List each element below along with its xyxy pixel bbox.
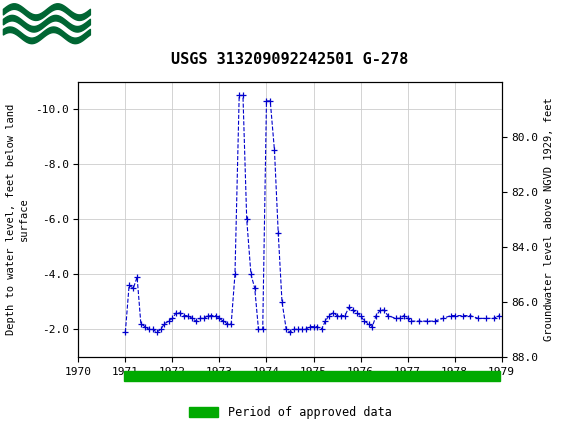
Y-axis label: Depth to water level, feet below land
surface: Depth to water level, feet below land su… [6, 104, 29, 335]
Text: USGS 313209092242501 G-278: USGS 313209092242501 G-278 [171, 52, 409, 67]
Legend: Period of approved data: Period of approved data [184, 402, 396, 424]
Text: USGS: USGS [102, 14, 153, 32]
Y-axis label: Groundwater level above NGVD 1929, feet: Groundwater level above NGVD 1929, feet [544, 98, 554, 341]
Bar [3, 4, 90, 43]
